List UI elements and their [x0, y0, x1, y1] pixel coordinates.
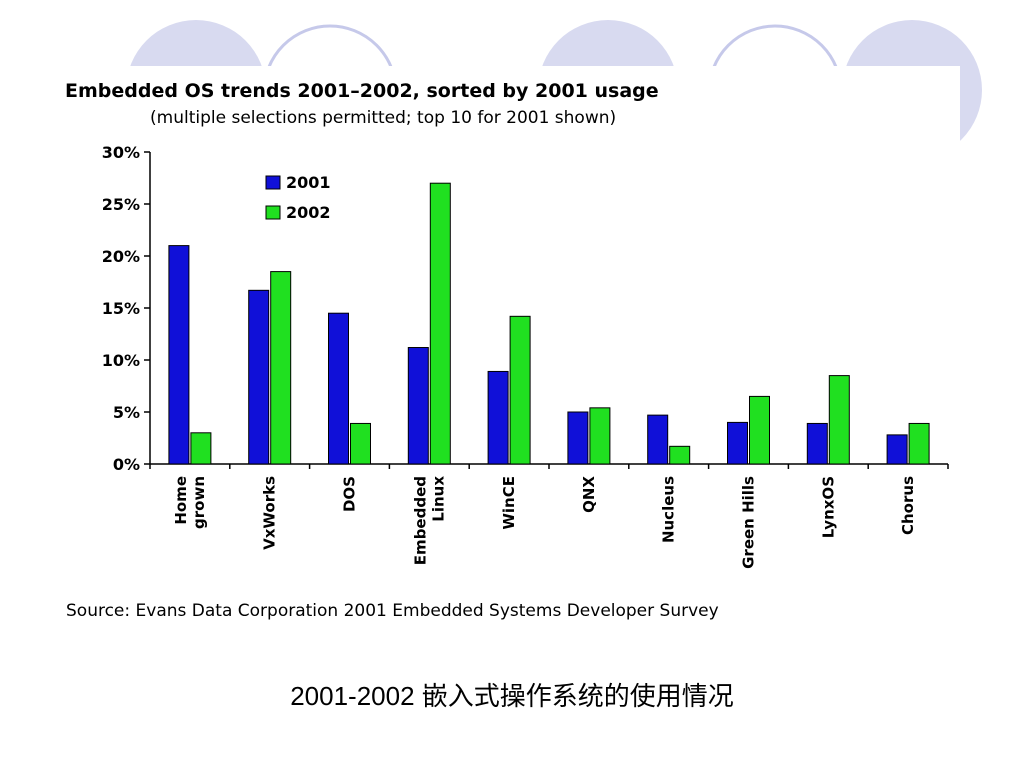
bar-2001-6 [647, 414, 669, 465]
bar-2001-9 [886, 434, 908, 465]
x-category-label-line: Home [172, 476, 190, 525]
legend-label-2002: 2002 [286, 203, 331, 222]
x-category-label-line: QNX [580, 476, 598, 513]
bar-2002-1 [270, 271, 292, 465]
x-category-label-line: DOS [341, 476, 359, 512]
bar-2001-2 [328, 312, 349, 465]
y-tick-label: 25% [102, 195, 140, 214]
bar-2002-2 [350, 422, 371, 465]
y-tick-label: 0% [113, 455, 140, 474]
chart-background [50, 66, 960, 636]
x-category-label-line: WinCE [500, 476, 518, 530]
y-tick-label: 20% [102, 247, 140, 266]
y-tick-label: 30% [102, 143, 140, 162]
bar-2001-8 [806, 422, 828, 465]
x-category-label: WinCE [500, 476, 518, 530]
x-category-label: Green Hills [740, 476, 758, 569]
bar-2002-5 [589, 407, 611, 465]
chart-title: Embedded OS trends 2001–2002, sorted by … [65, 80, 659, 102]
legend-swatch-2001 [265, 175, 281, 190]
plot-area: 0% 5% 10% 15% 20% 25% 30% Homegrown VxWorks DOS Em… [102, 143, 949, 569]
legend-label-2001: 2001 [286, 173, 331, 192]
bar-2002-0 [190, 432, 212, 465]
bar-2002-3 [429, 182, 451, 465]
x-category-label: LynxOS [819, 476, 837, 538]
x-category-label-line: Embedded [411, 476, 429, 565]
bar-2002-6 [669, 445, 691, 465]
bar-2002-4 [509, 315, 531, 465]
x-category-label-line: VxWorks [261, 476, 279, 550]
x-category-label-line: Linux [429, 476, 447, 522]
slide-caption: 2001-2002 嵌入式操作系统的使用情况 [290, 681, 734, 711]
bar-2002-8 [828, 375, 850, 465]
chart-source: Source: Evans Data Corporation 2001 Embe… [66, 601, 719, 621]
bar-2002-9 [908, 422, 930, 465]
y-tick-label: 10% [102, 351, 140, 370]
bar-2002-7 [749, 395, 770, 465]
x-category-label: EmbeddedLinux [411, 476, 447, 566]
bar-2001-3 [407, 347, 429, 465]
bar-2001-5 [567, 411, 589, 465]
x-category-label: DOS [341, 476, 359, 512]
chart-subtitle: (multiple selections permitted; top 10 f… [150, 108, 616, 128]
bar-2001-0 [168, 245, 190, 465]
bar-2001-1 [248, 289, 270, 465]
legend-swatch-2002 [265, 205, 281, 220]
x-category-label-line: Chorus [899, 476, 917, 535]
x-category-label: Homegrown [172, 476, 208, 529]
bar-2001-4 [487, 370, 509, 465]
x-category-label: VxWorks [261, 476, 279, 550]
x-category-label-line: grown [190, 476, 208, 529]
bar-2001-7 [727, 421, 748, 465]
x-category-label-line: LynxOS [819, 476, 837, 538]
x-category-label-line: Green Hills [740, 476, 758, 569]
y-tick-label: 5% [113, 403, 140, 422]
x-category-label: Chorus [899, 476, 917, 535]
y-tick-label: 15% [102, 299, 140, 318]
x-category-label: Nucleus [660, 476, 678, 543]
x-category-label-line: Nucleus [660, 476, 678, 543]
x-category-label: QNX [580, 476, 598, 513]
